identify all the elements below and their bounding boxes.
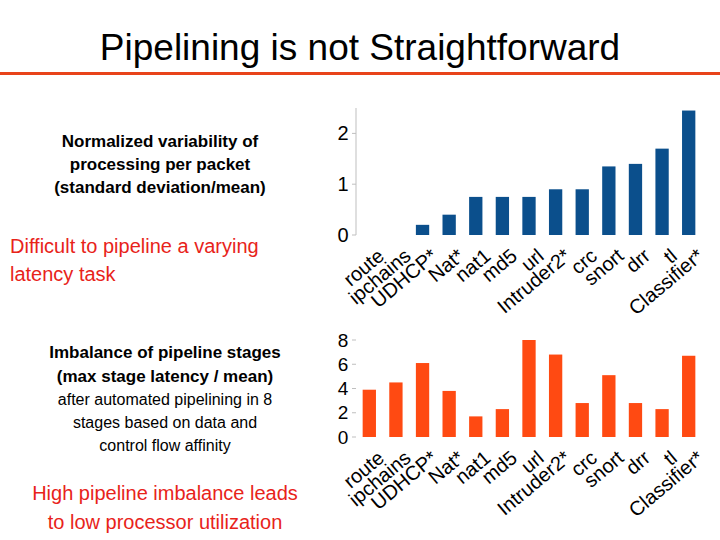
chart-title: (standard deviation/mean)	[54, 178, 266, 197]
chart-subtitle: stages based on data and	[73, 414, 257, 431]
bar	[602, 166, 615, 235]
bar	[363, 390, 376, 437]
y-tick	[352, 340, 356, 341]
y-tick	[352, 412, 356, 413]
y-tick-label: 2	[337, 122, 348, 144]
annotation: High pipeline imbalance leads	[32, 482, 298, 504]
bar	[496, 409, 509, 437]
y-tick	[352, 364, 356, 365]
category-label: snort	[579, 244, 628, 290]
y-tick	[352, 235, 356, 236]
bars	[416, 111, 695, 235]
bar	[469, 197, 482, 235]
bar	[576, 403, 589, 437]
chart: Imbalance of pipeline stages (max stage l…	[32, 330, 708, 533]
chart: Normalized variability of processing per …	[10, 108, 708, 319]
bar	[629, 403, 642, 437]
y-tick	[352, 184, 356, 185]
y-tick-label: 2	[338, 402, 349, 423]
category-label: md5	[477, 244, 521, 286]
bar	[629, 164, 642, 235]
chart-title: Imbalance of pipeline stages	[49, 343, 280, 362]
category-label: drr	[621, 446, 654, 479]
title-underline	[0, 72, 720, 75]
slide-title: Pipelining is not Straightforward	[100, 27, 620, 68]
bar	[682, 111, 695, 235]
chart-subtitle: after automated pipelining in 8	[58, 391, 272, 408]
page: {"slide_title": "Pipelining is not Strai…	[0, 0, 720, 540]
bar	[549, 355, 562, 437]
bar	[655, 149, 668, 235]
y-tick-label: 0	[338, 427, 349, 448]
annotation: Difficult to pipeline a varying	[10, 235, 259, 257]
chart-title: Normalized variability of	[62, 132, 259, 151]
bar	[496, 197, 509, 235]
bar	[443, 391, 456, 437]
y-axis-line	[356, 108, 357, 235]
category-label: md5	[477, 446, 521, 488]
y-tick-label: 0	[337, 224, 348, 246]
y-tick-label: 4	[338, 378, 349, 399]
annotation: to low processor utilization	[48, 511, 283, 533]
chart-subtitle: control flow affinity	[99, 437, 230, 454]
bar	[363, 235, 376, 236]
y-tick-label: 1	[337, 173, 348, 195]
bar	[576, 189, 589, 235]
slide: Pipelining is not Straightforward Normali…	[0, 0, 720, 540]
y-tick-label: 8	[338, 330, 349, 351]
chart-title: (max stage latency / mean)	[57, 367, 273, 386]
category-label: snort	[579, 446, 628, 492]
bar	[416, 225, 429, 235]
y-tick	[352, 388, 356, 389]
chart-title: processing per packet	[70, 155, 251, 174]
category-label: Classifier*	[624, 446, 707, 521]
bar	[682, 356, 695, 437]
category-label: Intruder2*	[493, 446, 575, 519]
y-tick	[352, 437, 356, 438]
bar	[522, 197, 535, 235]
bar	[443, 215, 456, 235]
category-label: Intruder2*	[493, 244, 575, 317]
y-tick-label: 6	[338, 354, 349, 375]
bar	[602, 375, 615, 437]
annotation: latency task	[10, 263, 117, 285]
bar	[469, 416, 482, 437]
category-label: Classifier*	[624, 244, 707, 319]
bar	[655, 409, 668, 437]
bar	[389, 235, 402, 236]
bar	[549, 189, 562, 235]
bar	[416, 363, 429, 437]
bars	[363, 340, 696, 437]
y-tick	[352, 133, 356, 134]
bar	[389, 382, 402, 437]
bar	[522, 340, 535, 437]
category-label: drr	[621, 244, 654, 277]
